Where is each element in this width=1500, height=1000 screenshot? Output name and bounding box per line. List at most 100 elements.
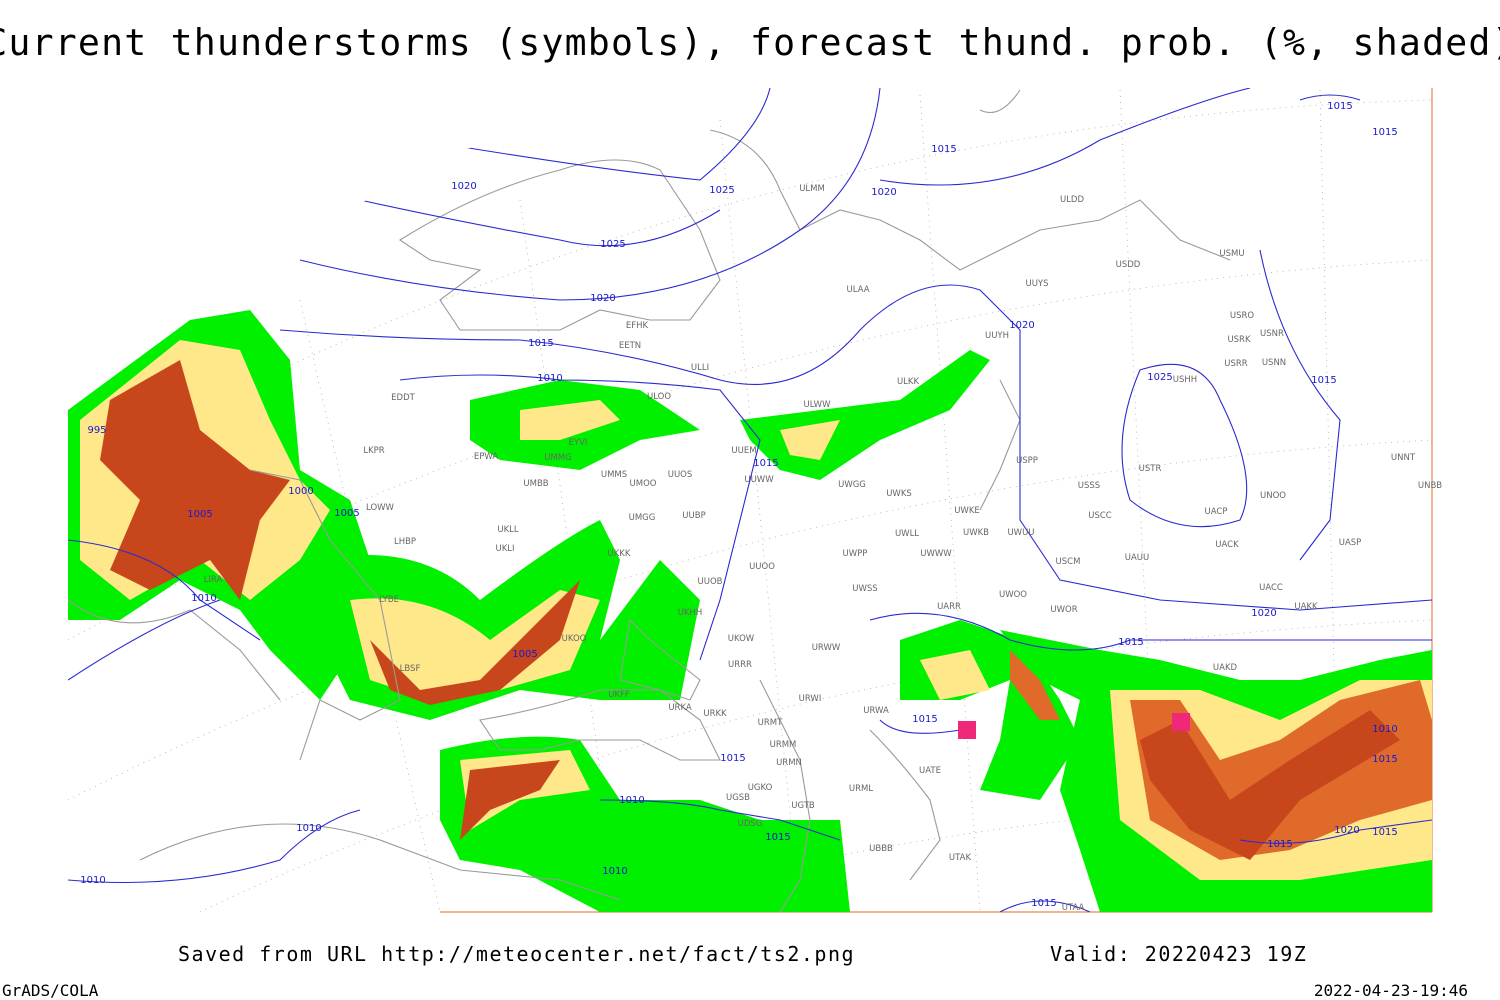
station-label: UWKE [954,506,980,516]
isobar-label: 1015 [1031,898,1056,909]
station-label: UWOR [1050,605,1077,615]
station-label: LYBE [379,595,399,605]
station-label: LBSF [400,664,421,674]
isobar-label: 1020 [1251,608,1276,619]
isobar-label: 1010 [619,795,644,806]
station-label: USRO [1230,311,1255,321]
software: GrADS/COLA [2,981,99,1000]
station-label: UUOB [698,577,723,587]
station-label: USNR [1260,329,1284,339]
isobar-label: 1005 [187,509,212,520]
isobar-label: 1025 [600,239,625,250]
station-label: ULDD [1060,195,1085,205]
station-label: UMGG [629,513,656,523]
isobar-label: 1015 [912,714,937,725]
station-label: UKOW [728,634,755,644]
station-label: UDSG [738,819,763,829]
map-layers [68,88,1432,912]
station-label: USPP [1016,456,1038,466]
station-label: USNN [1262,358,1286,368]
station-label: UNOO [1260,491,1286,501]
station-label: UWGG [838,480,866,490]
station-label: UWUU [1007,528,1034,538]
station-label: UMMS [601,470,627,480]
station-label: UGKO [748,783,773,793]
station-label: USDD [1116,260,1141,270]
station-label: USRK [1227,335,1251,345]
station-label: URWI [799,694,822,704]
station-label: LIRA [204,575,223,585]
isobar-label: 1010 [1372,724,1397,735]
isobar-labels: 1015 1015 1015 1020 1025 1020 1025 1020 1015 1020… [80,101,1397,909]
isobar-label: 1005 [512,649,537,660]
station-label: UAKK [1294,602,1318,612]
station-label: URMN [776,758,802,768]
station-label: URKK [703,709,727,719]
station-label: UWOO [999,590,1027,600]
station-label: USCC [1088,511,1112,521]
station-label: URMT [758,718,783,728]
station-label: UGTB [791,801,815,811]
station-label: EYVI [569,438,588,448]
isobar-label: 1015 [1118,637,1143,648]
station-label: UUOS [668,470,693,480]
station-label: UMOO [630,479,657,489]
station-label: UKOO [562,634,587,644]
isobar-label: 1020 [451,181,476,192]
station-label: USTR [1139,464,1162,474]
station-label: EFHK [626,321,649,331]
station-label: UWLL [895,529,919,539]
station-label: UWWW [920,549,952,559]
station-labels: ULMM ULDD USDD USMU ULAA UUYS EFHK USRO USRK USNR… [204,184,1443,913]
thunderstorm-symbols [958,713,1190,739]
station-label: UKKK [608,549,631,559]
valid-time: Valid: 20220423 19Z [1050,942,1307,966]
station-label: UKHH [678,608,703,618]
isobar-label: 1010 [602,866,627,877]
station-label: UUEM [731,446,756,456]
station-label: UWKS [886,489,912,499]
source-url: Saved from URL http://meteocenter.net/fa… [178,942,855,966]
station-label: UASP [1339,538,1362,548]
station-label: UKLL [497,525,519,535]
station-label: UUBP [682,511,705,521]
station-label: UNNT [1391,453,1416,463]
isobar-label: 1010 [80,875,105,886]
station-label: ULKK [897,377,920,387]
isobar-label: 1015 [765,832,790,843]
isobar-label: 1020 [1009,320,1034,331]
station-label: UGSB [726,793,750,803]
isobar-label: 1015 [1372,127,1397,138]
station-label: UWKB [963,528,989,538]
station-label: UTAA [1062,903,1085,913]
station-label: LOWW [366,503,395,513]
isobar-label: 1015 [1372,827,1397,838]
isobar-label: 1015 [1327,101,1352,112]
station-label: UNBB [1418,481,1442,491]
station-label: UMMG [544,453,571,463]
thunderstorm-probability-shading [68,310,1432,912]
station-label: USSS [1078,481,1100,491]
station-label: UARR [937,602,961,612]
isobar-label: 1020 [1334,825,1359,836]
station-label: ULAA [846,285,869,295]
isobar-label: 1010 [537,373,562,384]
station-label: LHBP [394,537,416,547]
station-label: USMU [1219,249,1244,259]
station-label: URKA [668,703,692,713]
station-label: UACC [1259,583,1283,593]
station-label: UUYH [985,331,1009,341]
station-label: UAKD [1213,663,1238,673]
isobar-label: 1005 [334,508,359,519]
station-label: EETN [619,341,641,351]
station-label: UACP [1205,507,1228,517]
station-label: UMBB [523,479,548,489]
isobar-label: 1020 [871,187,896,198]
station-label: ULLI [691,363,709,373]
station-label: ULWW [804,400,832,410]
station-label: EDDT [391,393,415,403]
station-label: UUYS [1025,279,1048,289]
isobar-label: 1015 [528,338,553,349]
isobar-label: 1000 [288,486,313,497]
